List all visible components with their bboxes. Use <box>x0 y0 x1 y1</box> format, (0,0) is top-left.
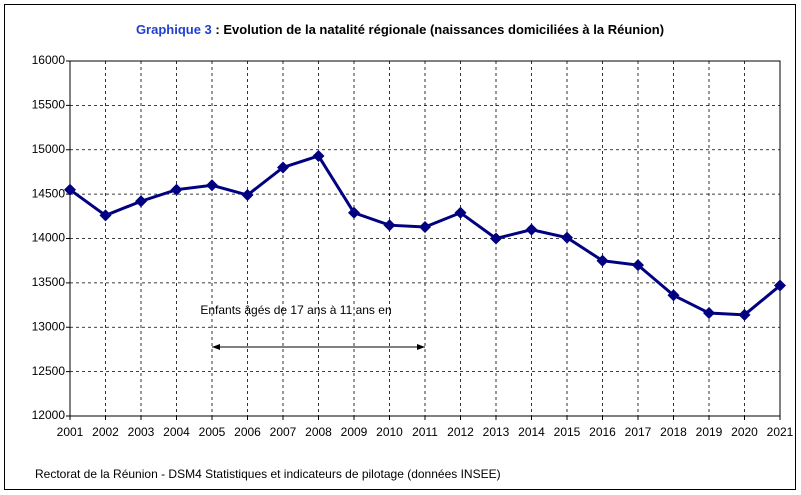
marker <box>525 223 538 236</box>
marker <box>206 179 218 192</box>
marker <box>99 209 112 222</box>
y-tick-label: 15500 <box>32 98 66 112</box>
x-tick-label: 2020 <box>731 425 758 439</box>
x-tick-label: 2008 <box>305 425 332 439</box>
x-tick-label: 2011 <box>412 425 438 439</box>
marker <box>64 183 76 196</box>
marker <box>596 254 609 267</box>
x-tick-label: 2010 <box>376 425 403 439</box>
marker <box>774 279 786 292</box>
marker <box>348 206 360 219</box>
title-label: Graphique 3 <box>135 22 212 37</box>
y-tick-label: 14500 <box>32 186 66 200</box>
annotation: Enfants âgés de 17 ans à 11 ans en <box>200 303 391 317</box>
y-tick-label: 13000 <box>32 319 66 333</box>
x-tick-label: 2016 <box>589 425 616 439</box>
title-text: : Evolution de la natalité régionale (na… <box>215 22 665 37</box>
marker <box>490 232 502 245</box>
marker <box>383 219 396 232</box>
marker <box>561 231 573 244</box>
y-tick-label: 14000 <box>32 231 66 245</box>
marker <box>241 189 254 202</box>
y-tick-label: 12000 <box>32 408 66 422</box>
marker <box>667 289 680 302</box>
chart-title: Graphique 3 : Evolution de la natalité r… <box>110 22 690 38</box>
marker <box>277 161 289 174</box>
x-tick-label: 2015 <box>554 425 581 439</box>
y-tick-label: 12500 <box>32 364 66 378</box>
y-tick-label: 16000 <box>32 53 66 67</box>
y-tick-label: 15000 <box>32 142 66 156</box>
marker <box>135 195 147 208</box>
marker <box>632 259 644 272</box>
x-tick-label: 2002 <box>92 425 119 439</box>
marker <box>312 149 325 162</box>
x-tick-label: 2001 <box>57 425 84 439</box>
x-tick-label: 2007 <box>270 425 297 439</box>
plot-frame <box>69 60 781 417</box>
marker <box>703 307 715 320</box>
marker <box>170 183 183 196</box>
x-tick-label: 2006 <box>234 425 261 439</box>
chart-border <box>4 4 796 490</box>
x-tick-label: 2019 <box>696 425 723 439</box>
x-tick-label: 2014 <box>518 425 545 439</box>
x-tick-label: 2004 <box>163 425 190 439</box>
x-tick-label: 2021 <box>767 425 794 439</box>
marker <box>738 308 751 321</box>
x-tick-label: 2005 <box>199 425 226 439</box>
marker <box>454 206 467 219</box>
x-tick-label: 2003 <box>128 425 155 439</box>
x-tick-label: 2013 <box>483 425 510 439</box>
x-tick-label: 2012 <box>447 425 474 439</box>
y-tick-label: 13500 <box>32 275 66 289</box>
source: Rectorat de la Réunion - DSM4 Statistiqu… <box>35 467 501 481</box>
x-tick-label: 2017 <box>625 425 652 439</box>
x-tick-label: 2009 <box>341 425 368 439</box>
x-tick-label: 2018 <box>660 425 687 439</box>
marker <box>419 220 431 233</box>
